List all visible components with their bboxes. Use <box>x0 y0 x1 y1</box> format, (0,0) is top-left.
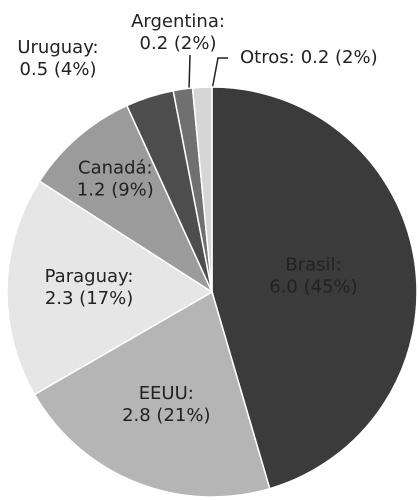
value-label: 2.3 (17%) <box>45 288 133 309</box>
slice-label: Otros: 0.2 (2%) <box>240 47 378 68</box>
pie-slice <box>211 86 418 490</box>
leader-line <box>211 57 228 91</box>
value-label: 0.2 (2%) <box>301 47 378 68</box>
pie-slice <box>6 180 214 396</box>
category-label: Argentina: <box>131 11 225 32</box>
category-label: Brasil: <box>285 254 341 275</box>
pie-slice <box>33 290 271 498</box>
leader-line <box>188 54 191 91</box>
category-label: Canadá: <box>78 157 153 178</box>
pie-slice <box>38 104 214 295</box>
value-label: 0.5 (4%) <box>20 59 97 80</box>
category-label: Uruguay: <box>17 37 98 58</box>
category-label: EEUU: <box>139 383 194 404</box>
category-label: Otros: <box>240 47 295 68</box>
pie-slice <box>191 86 213 293</box>
value-label: 6.0 (45%) <box>269 276 357 297</box>
value-label: 1.2 (9%) <box>77 179 154 200</box>
value-label: 2.8 (21%) <box>122 405 210 426</box>
value-label: 0.2 (2%) <box>140 33 217 54</box>
category-label: Paraguay: <box>45 266 134 287</box>
